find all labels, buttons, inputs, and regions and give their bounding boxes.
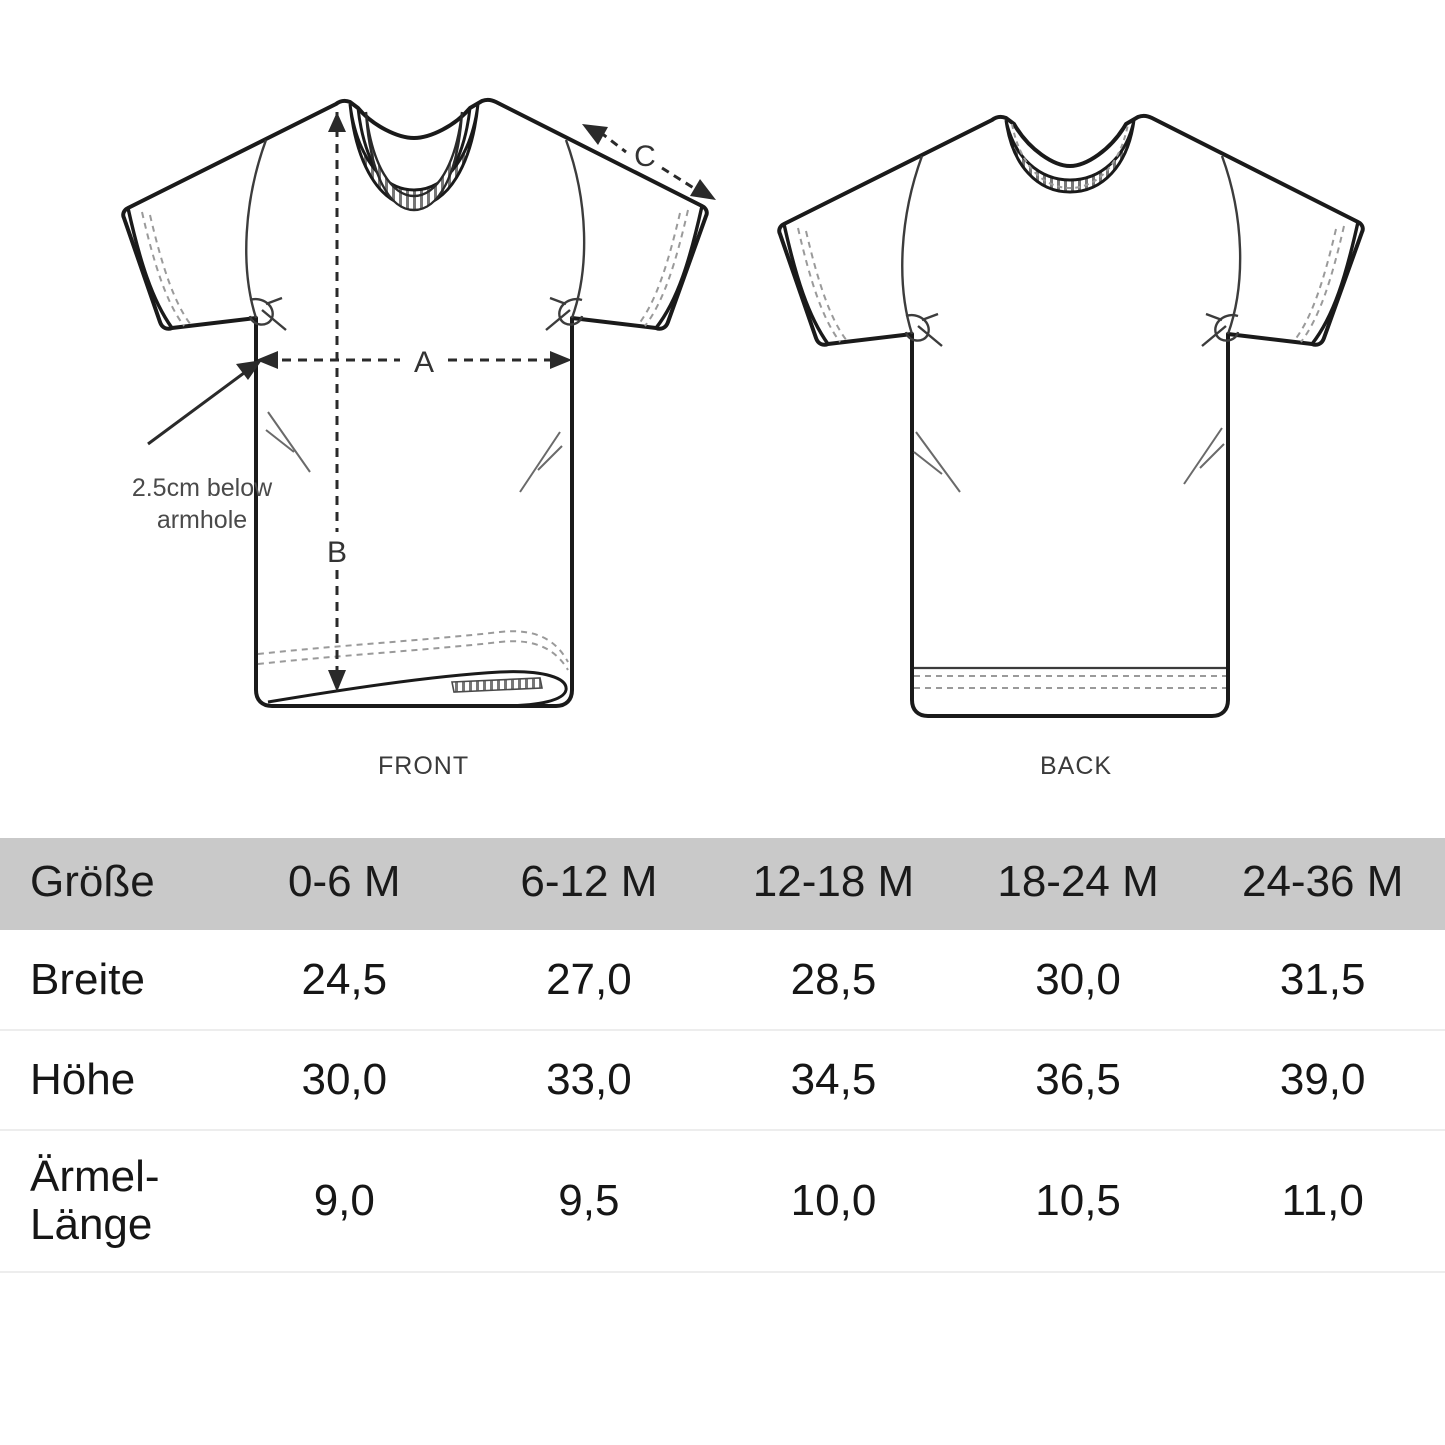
measure-b-length: B [327,112,347,692]
cell-aermel-3: 10,5 [955,1130,1201,1273]
back-collar-rib-band [1004,119,1136,194]
back-right-underarm-knot [1201,312,1240,347]
front-left-underarm-knot [248,296,287,331]
header-size-0: 0-6 M [222,838,467,930]
back-left-side-drape [913,431,961,493]
header-size-2: 12-18 M [711,838,956,930]
header-size-label: Größe [0,838,222,930]
table-header-row: Größe 0-6 M 6-12 M 12-18 M 18-24 M 24-36… [0,838,1445,930]
measure-a-label: A [414,346,434,379]
cell-breite-1: 27,0 [466,930,712,1031]
back-left-sleeve-hem-stitch-b [805,230,848,342]
front-body-outline [121,97,709,708]
row-label-aermellaenge: Ärmel- Länge [0,1130,222,1273]
front-right-sleeve-hem-stitch-b [637,212,681,326]
cell-breite-2: 28,5 [711,930,956,1031]
armhole-annotation-line1: 2.5cm below [132,474,273,502]
header-size-3: 18-24 M [955,838,1201,930]
back-right-sleeve-hem [1310,221,1360,346]
measure-c-sleeve: C [582,124,716,200]
cell-hoehe-3: 36,5 [955,1030,1201,1131]
tshirt-illustration-area: A B C 2.5cm below [121,97,1365,780]
back-left-underarm-knot [904,312,943,347]
cell-hoehe-4: 39,0 [1200,1030,1445,1131]
front-hem-label-tag [451,677,543,693]
front-left-sleeve-hem [126,207,174,329]
back-neck-stitch [1011,123,1129,190]
cell-hoehe-0: 30,0 [222,1030,467,1131]
cell-aermel-1: 9,5 [466,1130,712,1273]
row-label-aermellaenge-line2: Länge [30,1200,153,1249]
header-size-1: 6-12 M [466,838,712,930]
back-right-sleeve-hem-stitch-a [1300,225,1345,343]
front-inner-neck-rib [364,111,464,212]
front-tshirt: A B C 2.5cm below [121,97,716,708]
cell-aermel-4: 11,0 [1200,1130,1445,1273]
table-row-aermellaenge: Ärmel- Länge 9,0 9,5 10,0 10,5 11,0 [0,1130,1445,1273]
front-left-sleeve-hem-stitch-a [141,211,185,327]
row-label-aermellaenge-line1: Ärmel- [30,1152,160,1202]
cell-aermel-2: 10,0 [711,1130,956,1273]
front-hem-fold-dashed-lower [257,640,569,671]
front-right-side-drape [519,431,563,493]
back-left-sleeve-hem-stitch-a [797,227,841,343]
back-right-side-drape [1183,427,1225,485]
table-row-hoehe: Höhe 30,0 33,0 34,5 36,5 39,0 [0,1030,1445,1131]
back-right-sleeve-hem-stitch-b [1293,228,1337,342]
size-chart-table: Größe 0-6 M 6-12 M 12-18 M 18-24 M 24-36… [0,838,1445,1273]
front-right-underarm-knot [545,296,584,331]
front-left-side-drape [265,411,311,473]
row-label-hoehe: Höhe [0,1030,222,1131]
measure-c-label: C [634,140,656,173]
row-label-breite: Breite [0,930,222,1031]
header-size-4: 24-36 M [1200,838,1445,930]
front-hem-fold-dashed-upper [257,630,569,663]
back-left-sleeve-hem [782,223,830,345]
cell-aermel-0: 9,0 [222,1130,467,1273]
measure-b-label: B [327,536,347,569]
tshirt-technical-drawing: A B C 2.5cm below [121,97,1365,718]
cell-breite-3: 30,0 [955,930,1201,1031]
armhole-callout: 2.5cm below armhole [132,360,273,534]
cell-breite-0: 24,5 [222,930,467,1031]
front-right-sleeve-hem-stitch-a [644,209,689,327]
back-body-outline [777,113,1365,718]
front-left-sleeve-hem-stitch-b [149,214,192,326]
back-tshirt [777,113,1365,718]
front-right-sleeve-hem [654,205,704,330]
armhole-annotation-line2: armhole [157,506,247,534]
cell-hoehe-1: 33,0 [466,1030,712,1131]
front-hem-curl [267,670,568,708]
front-view-label: FRONT [378,752,470,780]
back-view-label: BACK [1040,752,1113,780]
table-row-breite: Breite 24,5 27,0 28,5 30,0 31,5 [0,930,1445,1031]
cell-hoehe-2: 34,5 [711,1030,956,1131]
cell-breite-4: 31,5 [1200,930,1445,1031]
